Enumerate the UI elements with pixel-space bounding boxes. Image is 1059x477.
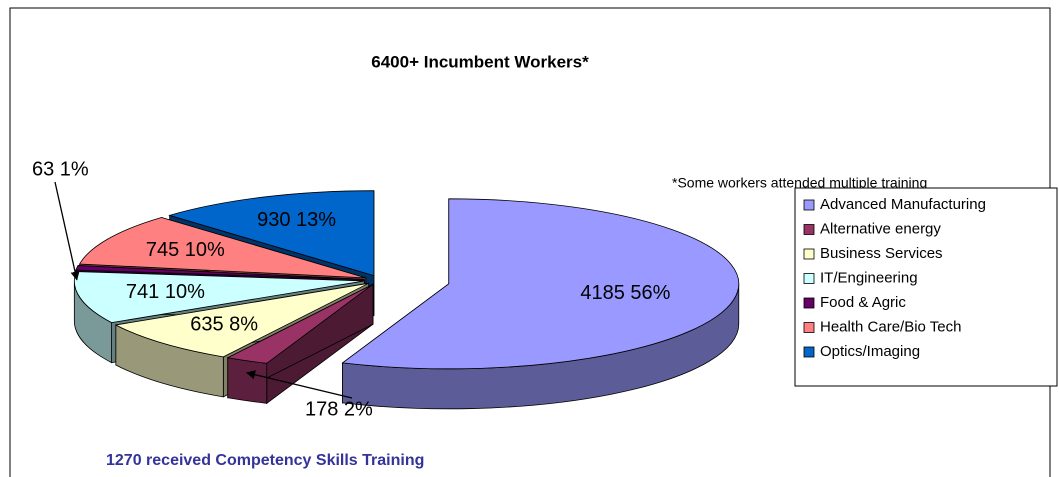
slice-side <box>227 357 268 404</box>
legend-swatch <box>803 199 815 211</box>
legend-label: Alternative energy <box>820 220 941 237</box>
slice-top <box>75 265 365 280</box>
data-label: 63 1% <box>32 158 89 180</box>
legend-label: Optics/Imaging <box>820 343 920 360</box>
legend-label: Business Services <box>820 245 943 262</box>
slice-top <box>78 217 366 279</box>
legend-swatch <box>803 322 815 333</box>
footer: 1270 received Competency Skills Training <box>106 452 424 469</box>
label-arrow <box>54 181 80 281</box>
pie <box>73 190 740 410</box>
slice-top <box>168 190 375 277</box>
legend-box <box>794 187 1058 387</box>
data-label: 741 10% <box>126 281 205 303</box>
legend-label: Advanced Manufacturing <box>820 196 986 213</box>
slice-top <box>226 283 374 364</box>
slice-top <box>114 282 369 358</box>
data-label: 635 8% <box>190 313 258 335</box>
data-label: 178 2% <box>305 398 373 420</box>
legend-label: Health Care/Bio Tech <box>820 318 961 335</box>
legend-swatch <box>803 224 815 235</box>
slice <box>226 283 374 405</box>
data-label: 745 10% <box>146 239 225 261</box>
legend-swatch <box>803 248 815 260</box>
slice <box>341 198 740 410</box>
legend-label: Food & Agric <box>820 294 906 311</box>
data-label: 4185 56% <box>580 282 670 304</box>
chart-title: 6400+ Incumbent Workers* <box>371 52 589 71</box>
data-label: 930 13% <box>257 209 336 231</box>
legend-swatch <box>803 273 815 284</box>
legend-label: IT/Engineering <box>820 269 918 286</box>
label-arrow <box>246 370 353 399</box>
legend-swatch <box>803 346 815 358</box>
slice-top <box>341 198 740 370</box>
note: *Some workers attended multiple training <box>672 175 927 191</box>
legend-swatch <box>803 297 815 309</box>
